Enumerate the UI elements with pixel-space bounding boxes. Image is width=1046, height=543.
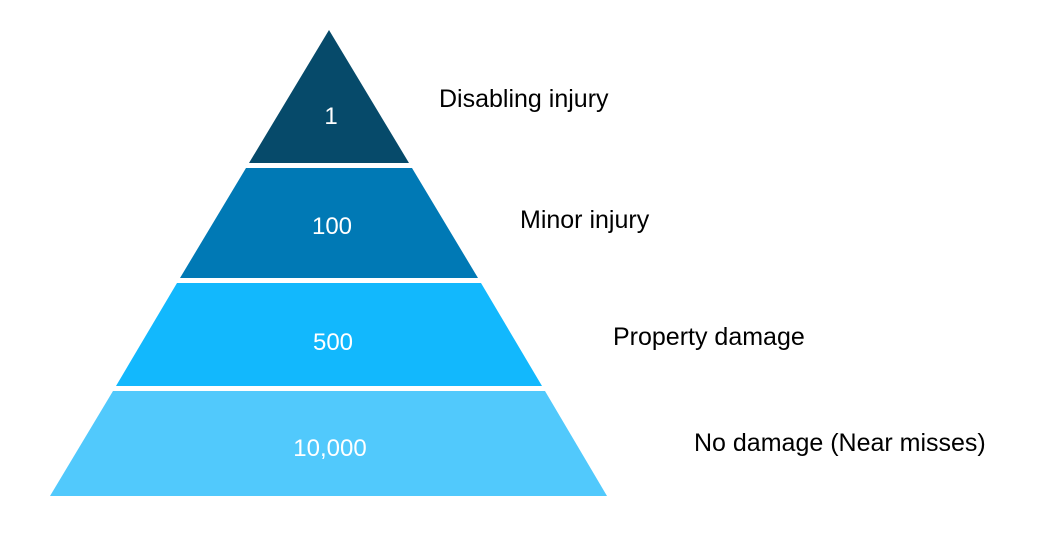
tier-value-disabling-injury: 1 [324,103,337,130]
tier-value-no-damage: 10,000 [293,435,366,462]
pyramid-tier-minor-injury [180,168,478,278]
pyramid-tier-disabling-injury [249,30,409,163]
tier-label-minor-injury: Minor injury [520,206,650,234]
tier-value-minor-injury: 100 [312,213,352,240]
tier-label-disabling-injury: Disabling injury [439,85,609,113]
tier-value-property-damage: 500 [313,329,353,356]
tier-label-no-damage: No damage (Near misses) [694,429,986,457]
tier-label-property-damage: Property damage [613,323,805,351]
pyramid-tier-no-damage [50,391,607,496]
pyramid-tier-property-damage [116,283,542,386]
